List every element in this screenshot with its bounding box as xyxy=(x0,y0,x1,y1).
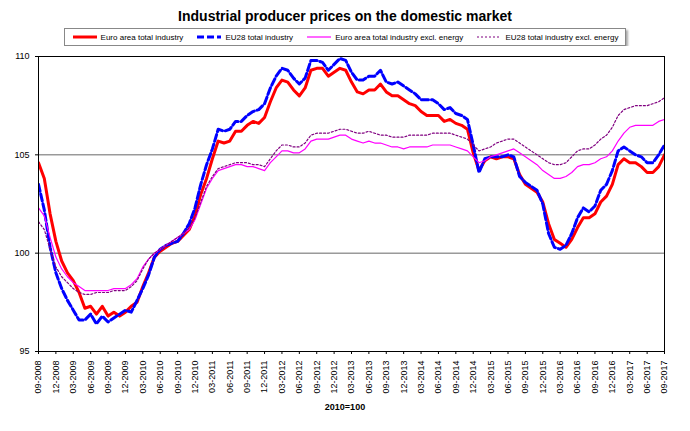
html-text:EU28 total industry: EU28 total industry xyxy=(225,32,293,42)
html-text:Euro area total industry: Euro area total industry xyxy=(100,32,184,42)
svg-text:03-2015: 03-2015 xyxy=(485,361,495,394)
svg-text:09-2008: 09-2008 xyxy=(33,361,43,394)
svg-text:95: 95 xyxy=(19,346,29,356)
svg-text:06-2016: 06-2016 xyxy=(572,361,582,394)
svg-text:06-2013: 06-2013 xyxy=(364,361,374,394)
svg-text:03-2012: 03-2012 xyxy=(277,361,287,394)
svg-text:09-2012: 09-2012 xyxy=(312,361,322,394)
svg-text:03-2016: 03-2016 xyxy=(555,361,565,394)
svg-text:09-2016: 09-2016 xyxy=(590,361,600,394)
svg-text:09-2011: 09-2011 xyxy=(242,361,252,393)
html-text:Euro area total industry excl.: Euro area total industry excl. energy xyxy=(335,32,464,42)
html-text:Industrial producer prices on: Industrial producer prices on the domest… xyxy=(178,8,512,24)
svg-text:06-2015: 06-2015 xyxy=(503,361,513,394)
svg-text:12-2008: 12-2008 xyxy=(51,361,61,394)
svg-text:06-2017: 06-2017 xyxy=(642,361,652,394)
svg-text:12-2013: 12-2013 xyxy=(399,361,409,394)
svg-text:12-2015: 12-2015 xyxy=(538,361,548,394)
svg-text:12-2014: 12-2014 xyxy=(468,361,478,394)
svg-text:06-2009: 06-2009 xyxy=(86,361,96,394)
svg-text:06-2010: 06-2010 xyxy=(155,361,165,394)
svg-text:100: 100 xyxy=(14,248,29,258)
svg-text:03-2010: 03-2010 xyxy=(138,361,148,394)
html-text:EU28 total industry excl. ener: EU28 total industry excl. energy xyxy=(505,32,619,42)
svg-text:09-2017: 09-2017 xyxy=(659,361,669,394)
svg-text:12-2010: 12-2010 xyxy=(190,361,200,394)
svg-text:06-2011: 06-2011 xyxy=(225,361,235,393)
html-text:2010=100: 2010=100 xyxy=(324,402,366,412)
svg-text:12-2009: 12-2009 xyxy=(120,361,130,394)
svg-text:09-2010: 09-2010 xyxy=(172,361,182,394)
svg-text:03-2009: 03-2009 xyxy=(68,361,78,394)
svg-text:06-2012: 06-2012 xyxy=(294,361,304,394)
svg-text:09-2013: 09-2013 xyxy=(381,361,391,394)
svg-text:06-2014: 06-2014 xyxy=(433,361,443,394)
svg-text:03-2017: 03-2017 xyxy=(625,361,635,394)
svg-text:03-2013: 03-2013 xyxy=(346,361,356,394)
svg-text:12-2016: 12-2016 xyxy=(607,361,617,394)
svg-text:09-2014: 09-2014 xyxy=(451,361,461,394)
svg-text:105: 105 xyxy=(14,150,29,160)
svg-text:12-2012: 12-2012 xyxy=(329,361,339,394)
svg-text:09-2015: 09-2015 xyxy=(520,361,530,394)
svg-text:12-2011: 12-2011 xyxy=(259,361,269,393)
svg-text:03-2011: 03-2011 xyxy=(207,361,217,393)
svg-text:09-2009: 09-2009 xyxy=(103,361,113,394)
svg-text:03-2014: 03-2014 xyxy=(416,361,426,394)
svg-text:110: 110 xyxy=(15,51,29,61)
